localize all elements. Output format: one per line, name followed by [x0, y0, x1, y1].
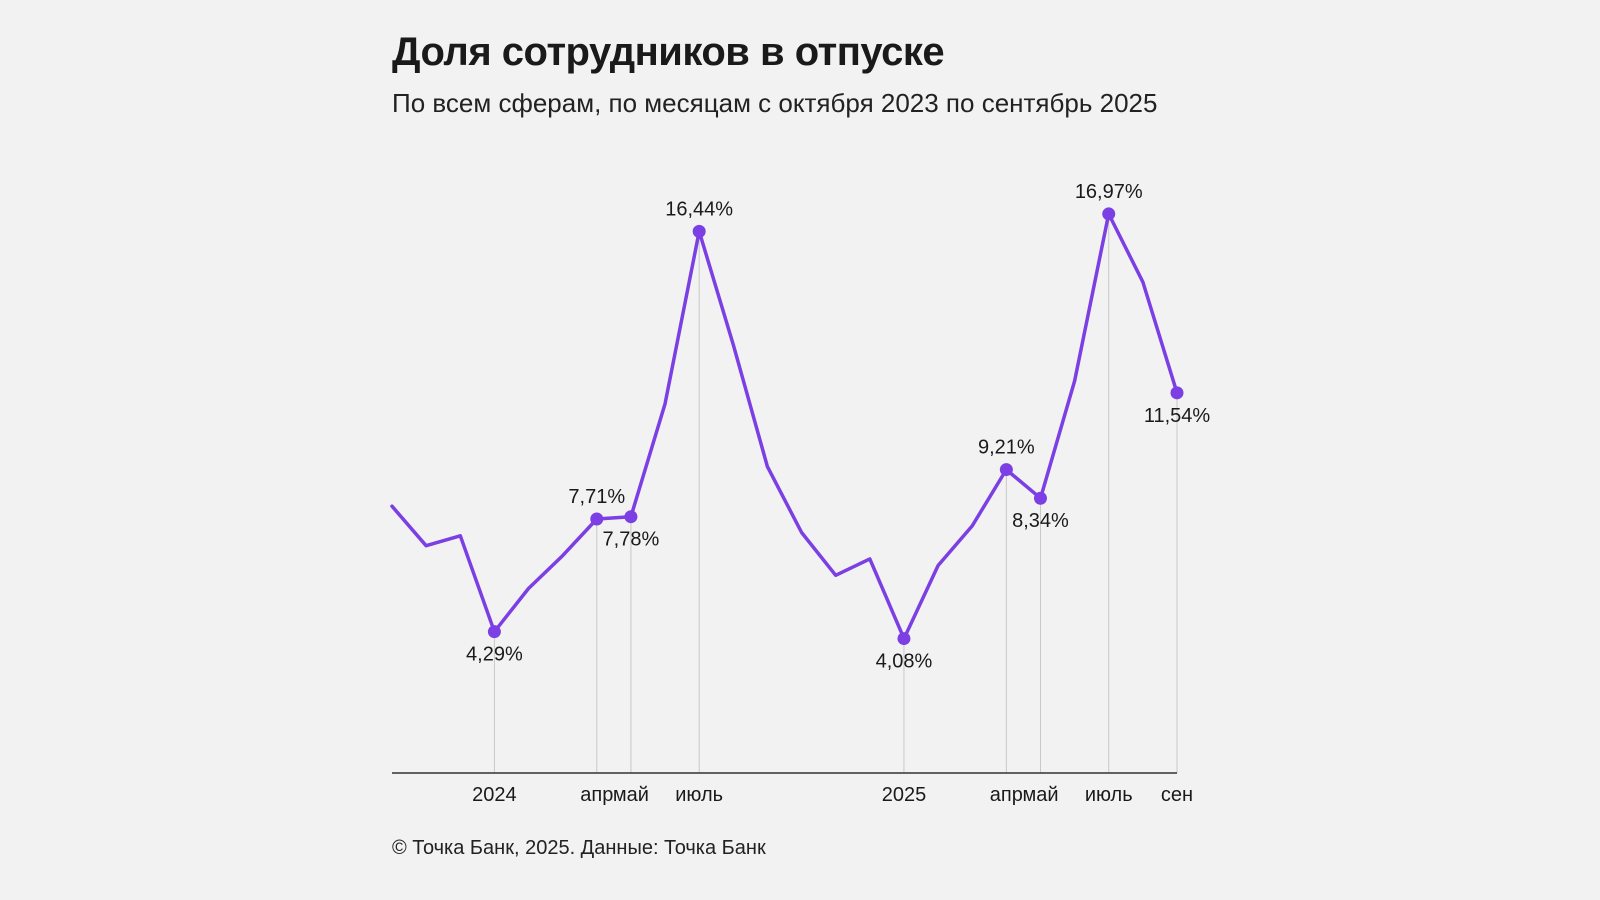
data-markers [487, 207, 1184, 646]
data-label: 4,29% [466, 644, 523, 666]
data-point [692, 224, 706, 238]
data-label: 16,97% [1075, 181, 1143, 203]
data-label: 9,21% [978, 437, 1035, 459]
data-point [1170, 386, 1184, 400]
x-tick-label: 2025 [882, 784, 927, 806]
data-labels: 4,29% 7,71% 7,78% 16,44% 4,08% 9,21% 8,34% 16,9… [466, 181, 1210, 673]
data-point [1102, 207, 1116, 221]
data-label: 11,54% [1144, 405, 1211, 427]
chart-subtitle: По всем сферам, по месяцам с октября 202… [392, 88, 1158, 118]
data-point [897, 632, 911, 646]
data-point [999, 463, 1013, 477]
data-point [487, 625, 501, 639]
data-label: 16,44% [665, 198, 733, 220]
x-tick-label: апр [990, 784, 1023, 806]
chart-title: Доля сотрудников в отпуске [392, 30, 945, 74]
data-point [624, 510, 638, 524]
data-label: 7,71% [568, 486, 625, 508]
guide-lines [493, 213, 1178, 773]
x-tick-label: июль [675, 784, 723, 806]
series-line [390, 212, 1179, 641]
x-tick-label: апр [580, 784, 613, 806]
x-tick-label: май [1022, 784, 1058, 806]
data-label: 4,08% [876, 651, 933, 673]
x-tick-label: май [613, 784, 649, 806]
data-label: 8,34% [1012, 510, 1069, 532]
x-tick-label: 2024 [472, 784, 517, 806]
source-note: © Точка Банк, 2025. Данные: Точка Банк [392, 837, 766, 859]
data-point [590, 512, 604, 526]
data-point [1033, 491, 1047, 505]
data-label: 7,78% [603, 529, 660, 551]
x-tick-labels: 2024 апр май июль 2025 апр май июль сен [472, 784, 1193, 806]
x-tick-label: сен [1161, 784, 1193, 806]
x-tick-label: июль [1085, 784, 1133, 806]
